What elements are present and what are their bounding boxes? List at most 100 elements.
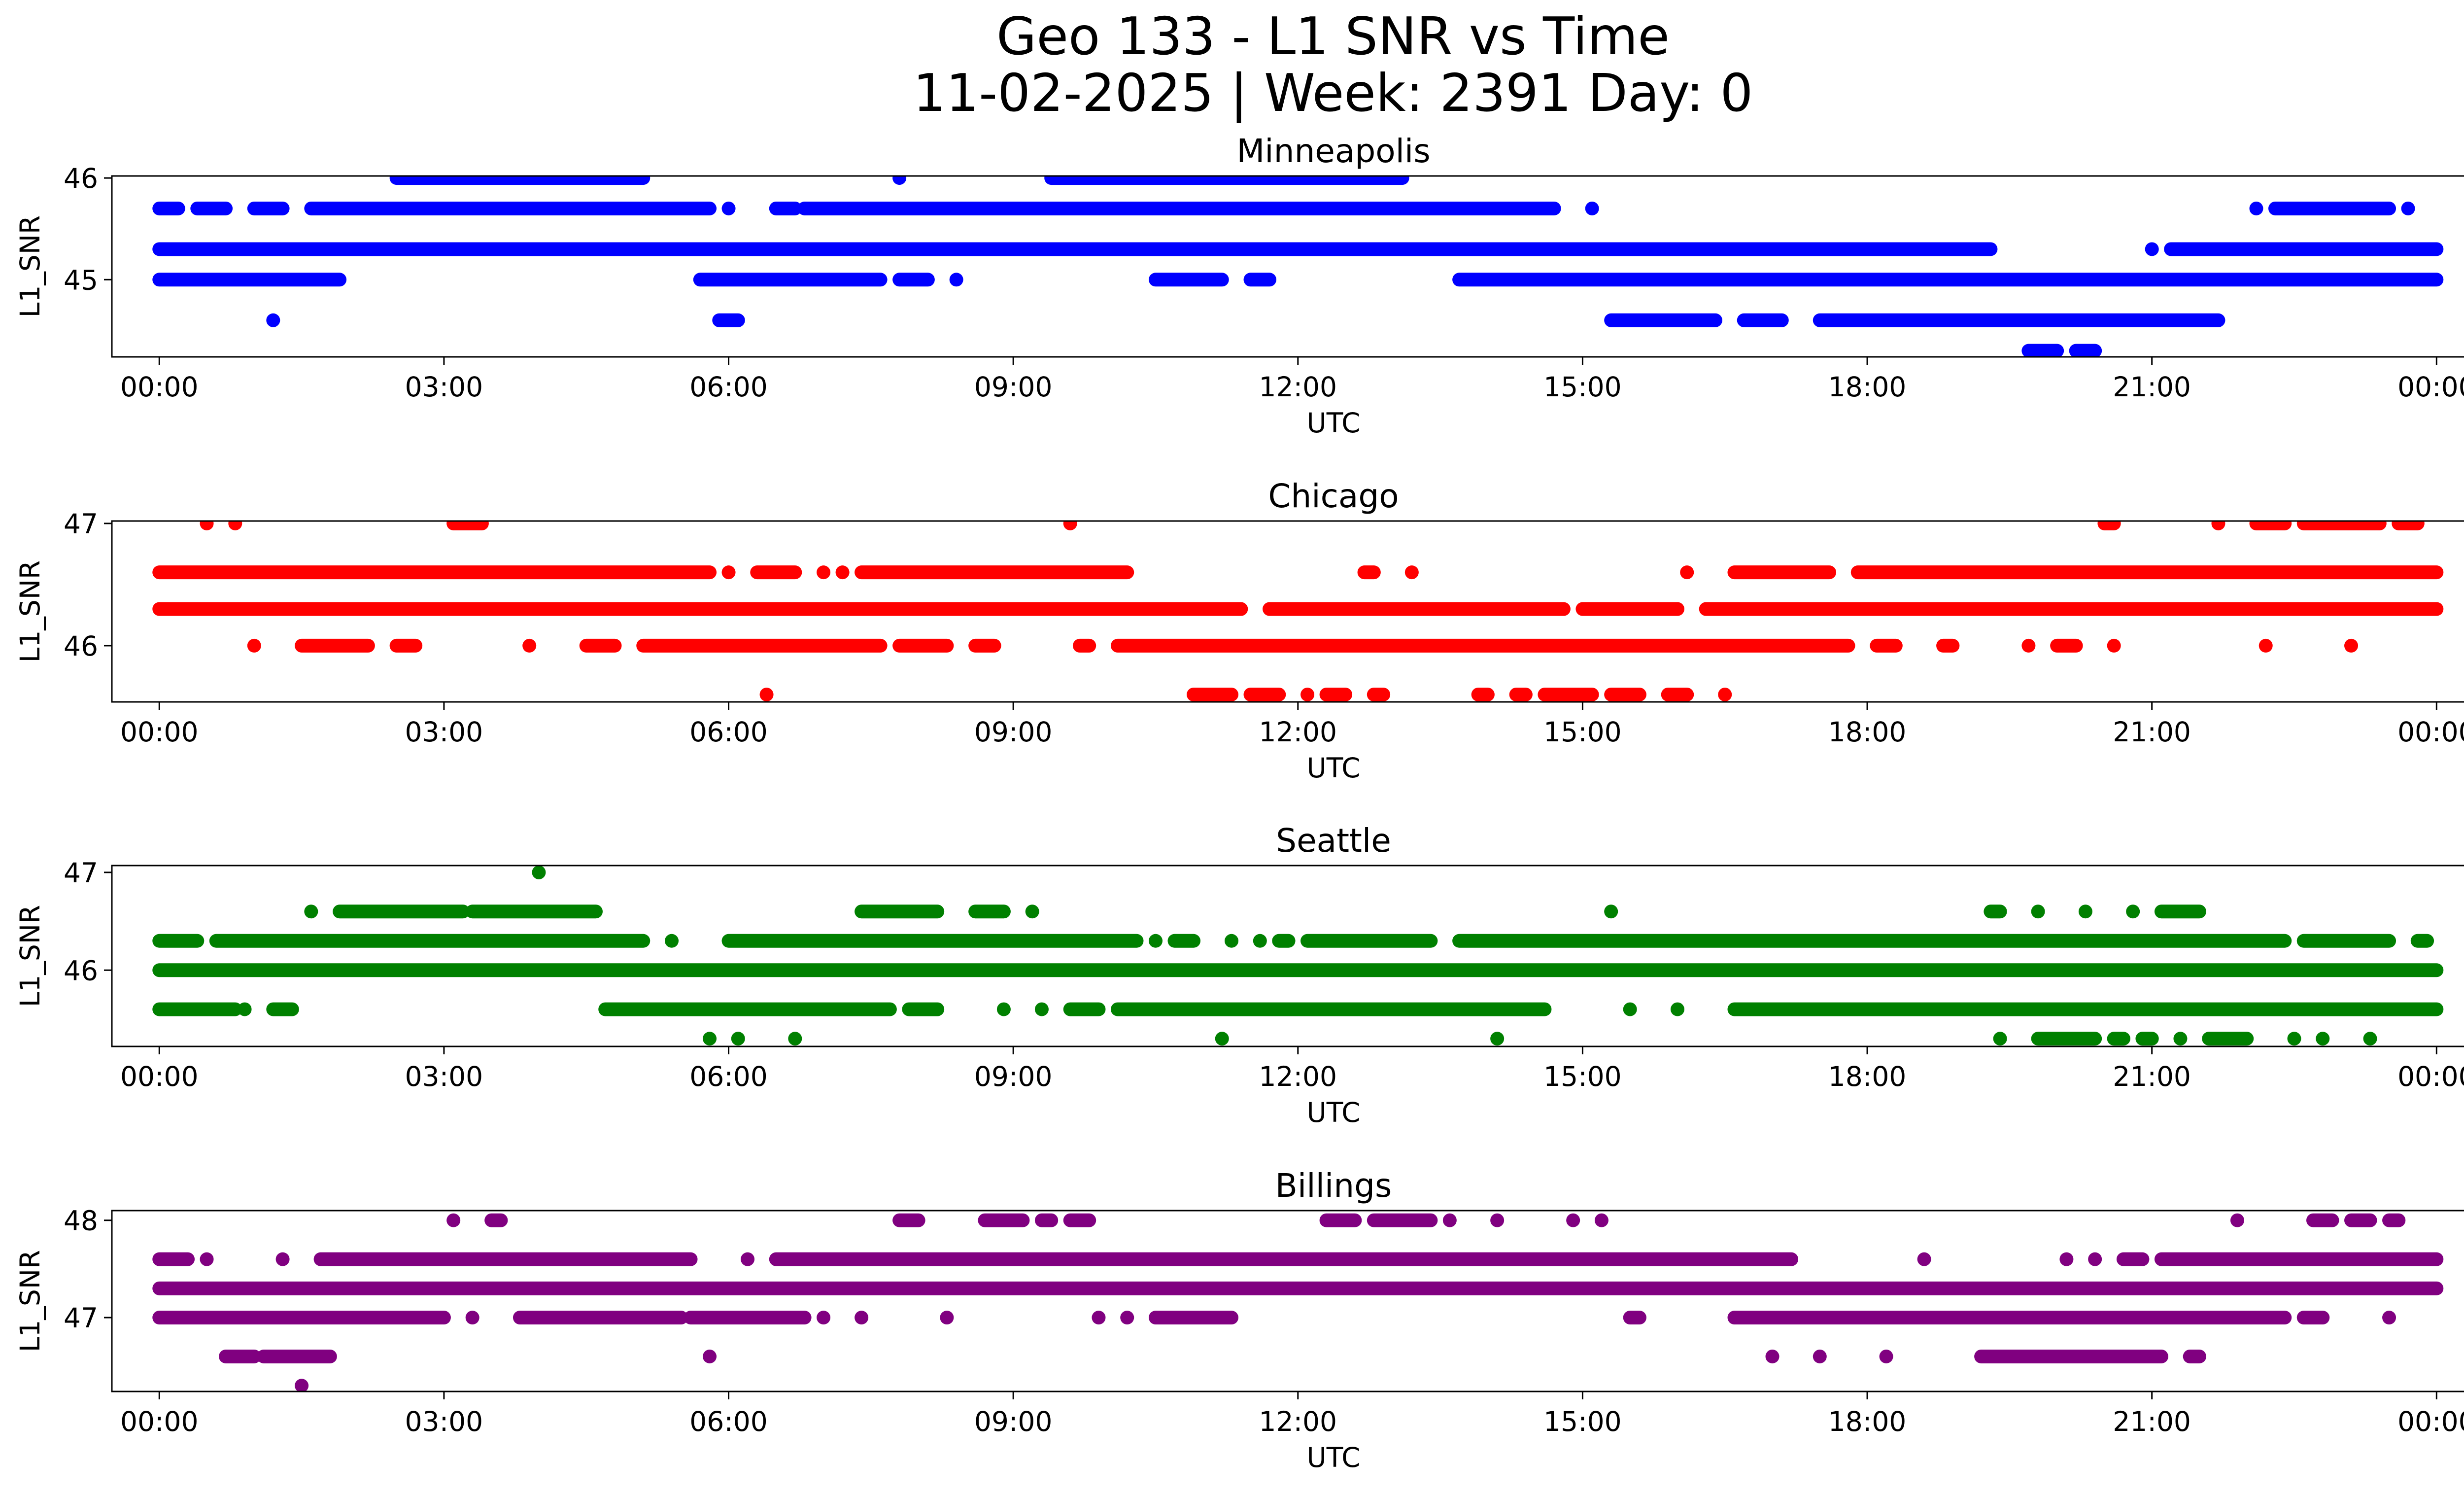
panel-title: Chicago: [1268, 477, 1399, 515]
data-point: [2382, 1311, 2396, 1325]
data-point: [2344, 638, 2359, 653]
panel-seattle: Seattle 00:00 03:00 06:00 09:00 12:00 15:00 18:…: [14, 822, 2464, 1128]
x-tick-label: 03:00: [405, 1061, 483, 1092]
data-point: [465, 1311, 479, 1325]
x-tick-label: 06:00: [689, 371, 768, 403]
data-point: [892, 176, 907, 185]
data-point: [788, 1032, 802, 1046]
data-point: [275, 1252, 290, 1266]
data-point: [759, 688, 774, 702]
panel-billings: Billings 00:00 03:00 06:00 09:00 12:00 15:00 18…: [14, 1167, 2464, 1473]
x-tick-label: 03:00: [405, 371, 483, 403]
panel-chicago: Chicago 00:00 03:00 06:00 09:00 12:00 15:00 18:…: [14, 477, 2464, 784]
figure-title-line2: 11-02-2025 | Week: 2391 Day: 0: [913, 63, 1753, 124]
x-tick-label: 21:00: [2113, 1406, 2191, 1437]
data-point: [532, 866, 546, 879]
seattle-points: [152, 866, 2444, 1046]
y-tick-label: 46: [64, 630, 98, 662]
x-tick-label: 18:00: [1828, 1061, 1907, 1092]
y-tick-label: 46: [64, 163, 98, 194]
y-axis-label: L1_SNR: [14, 1250, 46, 1352]
data-point: [1670, 1002, 1684, 1016]
data-point: [703, 1349, 717, 1363]
x-tick-label: 09:00: [974, 371, 1053, 403]
data-point: [304, 904, 318, 919]
data-point: [446, 1213, 461, 1227]
y-tick-label: 45: [64, 264, 98, 296]
x-axis-label: UTC: [1306, 407, 1360, 439]
data-point: [2259, 638, 2273, 653]
data-point: [2078, 904, 2092, 919]
x-tick-label: 09:00: [974, 1406, 1053, 1437]
data-point: [1879, 1349, 1893, 1363]
data-point: [1404, 565, 1419, 580]
data-point: [228, 521, 242, 530]
y-axis-label: L1_SNR: [14, 560, 46, 662]
plot-frame: [111, 1210, 2464, 1392]
billings-points: [152, 1213, 2444, 1391]
data-point: [2031, 904, 2045, 919]
data-point: [2173, 1032, 2188, 1046]
x-tick-label: 00:00: [120, 371, 199, 403]
x-tick-label: 00:00: [120, 1406, 199, 1437]
data-point: [200, 521, 214, 530]
data-point: [835, 565, 850, 580]
x-tick-label: 15:00: [1543, 716, 1622, 748]
data-point: [295, 1379, 309, 1391]
x-tick-label: 00:00: [2397, 716, 2464, 748]
data-point: [1215, 1032, 1229, 1046]
x-tick-label: 09:00: [974, 716, 1053, 748]
data-point: [855, 1311, 869, 1325]
x-tick-label: 18:00: [1828, 716, 1907, 748]
data-point: [721, 565, 736, 580]
data-point: [522, 638, 537, 653]
data-point: [2145, 242, 2159, 256]
panel-title: Minneapolis: [1236, 132, 1430, 170]
data-point: [266, 313, 280, 327]
data-point: [1442, 1213, 1457, 1227]
data-point: [1034, 1002, 1049, 1016]
data-point: [200, 1252, 214, 1266]
figure-title-line1: Geo 133 - L1 SNR vs Time: [996, 6, 1670, 67]
x-tick-label: 00:00: [120, 1061, 199, 1092]
data-point: [2249, 201, 2263, 215]
data-point: [1993, 1032, 2007, 1046]
chicago-points: [152, 521, 2444, 702]
data-point: [2287, 1032, 2301, 1046]
data-point: [940, 1311, 954, 1325]
data-point: [703, 1032, 717, 1046]
x-tick-label: 18:00: [1828, 1406, 1907, 1437]
data-point: [2107, 638, 2121, 653]
data-point: [741, 1252, 755, 1266]
data-point: [1765, 1349, 1780, 1363]
x-tick-label: 12:00: [1259, 1406, 1337, 1437]
data-point: [731, 1032, 745, 1046]
x-tick-label: 06:00: [689, 1061, 768, 1092]
x-tick-label: 15:00: [1543, 1406, 1622, 1437]
plot-frame: [111, 865, 2464, 1047]
plot-frame: [111, 520, 2464, 703]
data-point: [1490, 1032, 1505, 1046]
y-tick-label: 46: [64, 955, 98, 986]
x-tick-label: 06:00: [689, 716, 768, 748]
minneapolis-points: [152, 176, 2444, 357]
data-point: [665, 934, 679, 948]
x-tick-label: 18:00: [1828, 371, 1907, 403]
x-tick-label: 03:00: [405, 716, 483, 748]
data-point: [2088, 1252, 2102, 1266]
data-point: [1225, 934, 1239, 948]
data-point: [1300, 688, 1315, 702]
x-axis-label: UTC: [1306, 752, 1360, 784]
x-tick-label: 12:00: [1259, 371, 1337, 403]
data-point: [2211, 521, 2225, 530]
data-point: [1120, 1311, 1134, 1325]
x-tick-label: 21:00: [2113, 716, 2191, 748]
x-tick-label: 00:00: [2397, 371, 2464, 403]
plot-frame: [111, 175, 2464, 358]
y-tick-label: 47: [64, 1302, 98, 1334]
data-point: [2126, 904, 2140, 919]
data-point: [1813, 1349, 1827, 1363]
data-point: [1594, 1213, 1608, 1227]
x-tick-label: 06:00: [689, 1406, 768, 1437]
